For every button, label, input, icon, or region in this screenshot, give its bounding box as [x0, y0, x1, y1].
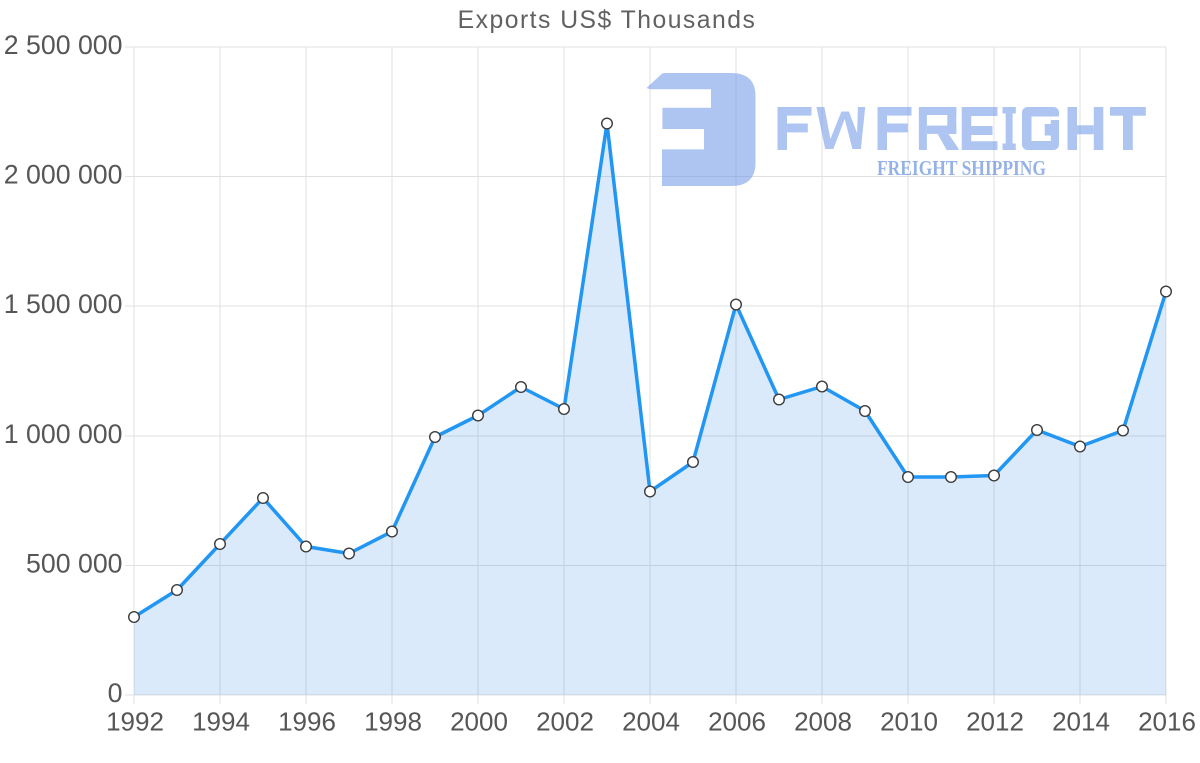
svg-text:2014: 2014	[1052, 707, 1110, 737]
svg-text:FREIGHT SHIPPING: FREIGHT SHIPPING	[877, 156, 1046, 180]
svg-text:2000: 2000	[450, 707, 508, 737]
svg-text:2008: 2008	[794, 707, 852, 737]
svg-text:1996: 1996	[278, 707, 336, 737]
svg-text:1992: 1992	[106, 707, 164, 737]
svg-text:2002: 2002	[536, 707, 594, 737]
svg-text:2004: 2004	[622, 707, 680, 737]
svg-text:Exports US$ Thousands: Exports US$ Thousands	[458, 7, 757, 34]
svg-text:2012: 2012	[966, 707, 1024, 737]
svg-text:500 000: 500 000	[26, 548, 122, 578]
svg-text:1994: 1994	[192, 707, 250, 737]
svg-text:1 500 000: 1 500 000	[4, 289, 123, 319]
svg-text:1 000 000: 1 000 000	[4, 419, 123, 449]
svg-text:2016: 2016	[1138, 707, 1196, 737]
svg-text:2006: 2006	[708, 707, 766, 737]
svg-text:2 500 000: 2 500 000	[4, 30, 123, 60]
svg-text:0: 0	[108, 678, 123, 708]
svg-text:2010: 2010	[880, 707, 938, 737]
svg-text:2 000 000: 2 000 000	[4, 160, 123, 190]
svg-text:1998: 1998	[364, 707, 422, 737]
